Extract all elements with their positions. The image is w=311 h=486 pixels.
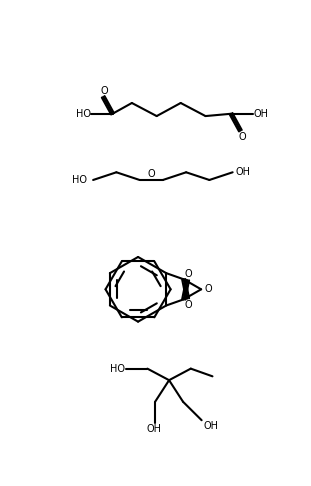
Text: O: O bbox=[238, 132, 246, 142]
Text: O: O bbox=[184, 269, 192, 279]
Text: HO: HO bbox=[76, 109, 91, 119]
Text: HO: HO bbox=[72, 175, 87, 185]
Text: HO: HO bbox=[110, 364, 125, 374]
Text: OH: OH bbox=[236, 167, 251, 177]
Text: OH: OH bbox=[203, 421, 218, 432]
Text: O: O bbox=[101, 87, 109, 96]
Text: O: O bbox=[204, 284, 212, 295]
Text: OH: OH bbox=[254, 109, 269, 119]
Text: O: O bbox=[184, 300, 192, 310]
Text: OH: OH bbox=[147, 424, 162, 434]
Text: O: O bbox=[147, 169, 155, 179]
